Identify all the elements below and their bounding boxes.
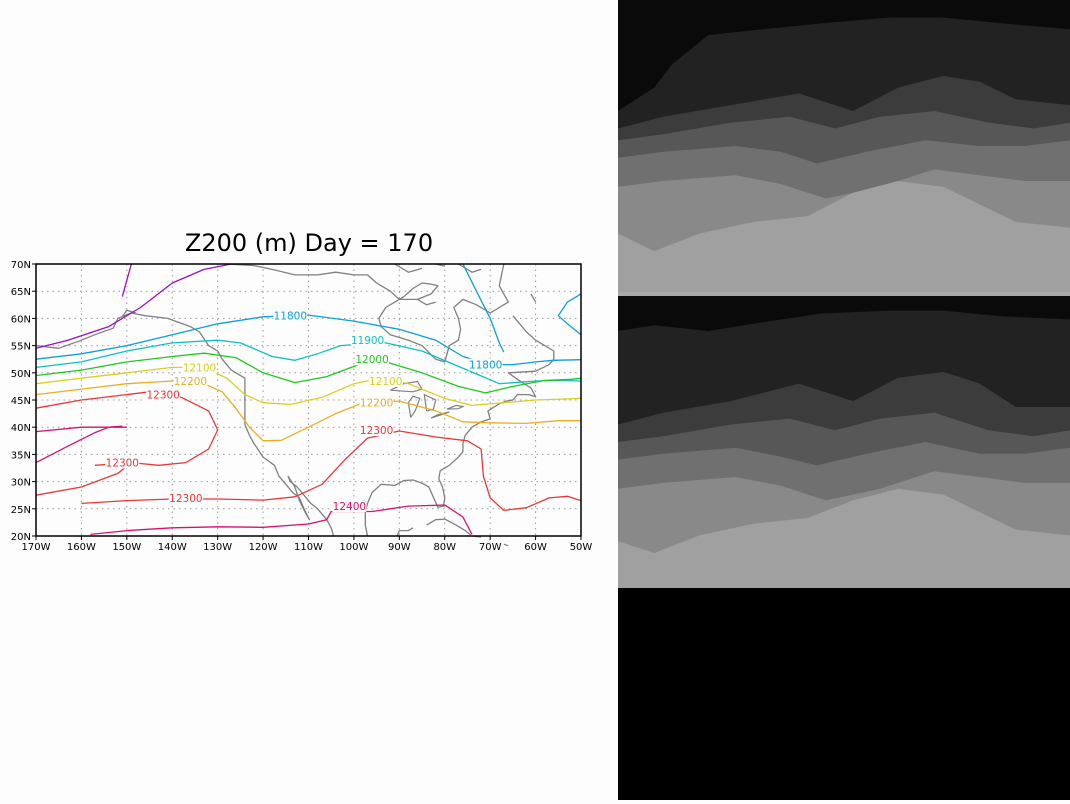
grayscale-field-panel — [618, 0, 1070, 800]
y-tick-label: 40N — [11, 423, 31, 434]
contour-12300 — [81, 430, 582, 512]
y-tick-label: 60N — [11, 314, 31, 325]
gray-band — [618, 181, 1070, 292]
coastline — [503, 543, 509, 547]
contour-label-bg — [273, 309, 308, 322]
coastline — [458, 263, 482, 273]
contour-label: 12000 — [355, 354, 388, 366]
field-separator — [618, 292, 1070, 296]
contour-lines — [35, 263, 582, 536]
x-tick-label: 70W — [479, 542, 502, 553]
contour-label-bg — [182, 361, 217, 374]
y-tick-label: 65N — [11, 287, 31, 298]
x-tick-label: 160W — [67, 542, 96, 553]
contour-11800 — [462, 263, 505, 353]
y-tick-label: 35N — [11, 450, 31, 461]
contour-11700 — [121, 263, 133, 297]
x-tick-label: 140W — [158, 542, 187, 553]
map-panel: Z200 (m) Day = 170 11800 11900 12000 11800 1… — [10, 229, 593, 553]
x-tick-label: 80W — [433, 542, 456, 553]
contour-12400 — [35, 426, 127, 433]
contour-label-bg — [146, 388, 181, 401]
coastline — [396, 527, 414, 537]
x-tick-label: 150W — [112, 542, 141, 553]
contour-label-bg — [168, 491, 203, 504]
coastline — [364, 315, 555, 537]
x-tick-label: 100W — [339, 542, 368, 553]
contour-label-bg — [355, 353, 390, 366]
contour-12300 — [35, 391, 219, 466]
lake-outline — [446, 404, 465, 410]
contour-12400 — [90, 504, 473, 536]
contour-label: 12300 — [360, 425, 393, 437]
grayscale-fields — [618, 0, 1070, 588]
y-tick-label: 50N — [11, 369, 31, 380]
x-axis-ticks: 170W 160W 150W 140W 130W 120W 110W 100W 90W 80W 70… — [22, 536, 593, 553]
coastline — [226, 263, 509, 363]
x-tick-label: 90W — [388, 542, 411, 553]
gray-band — [618, 488, 1070, 588]
y-tick-label: 25N — [11, 505, 31, 516]
y-tick-label: 45N — [11, 396, 31, 407]
y-tick-label: 30N — [11, 478, 31, 489]
coastline — [530, 293, 537, 303]
x-tick-label: 170W — [22, 542, 51, 553]
contour-label-bg — [359, 423, 394, 436]
contour-label: 12400 — [333, 501, 366, 513]
contour-label-bg — [105, 456, 140, 469]
contour-label: 12300 — [146, 390, 179, 402]
y-tick-label: 55N — [11, 342, 31, 353]
contour-11800 — [557, 293, 582, 336]
coastline — [417, 298, 436, 306]
contour-12100 — [35, 366, 582, 407]
contour-label-bg — [350, 334, 385, 347]
contour-label: 12100 — [369, 376, 402, 388]
contour-label-bg — [359, 396, 394, 409]
contour-11700 — [35, 263, 232, 349]
contour-label: 12200 — [360, 398, 393, 410]
contour-labels: 11800 11900 12000 11800 12100 12100 12200 12200… — [105, 309, 503, 513]
x-tick-label: 60W — [524, 542, 547, 553]
contour-11800 — [35, 314, 582, 366]
gridlines — [36, 264, 581, 536]
contour-label: 11800 — [469, 360, 502, 372]
contour-label-bg — [368, 374, 403, 387]
contour-label: 12200 — [174, 376, 207, 388]
contour-12000 — [35, 352, 582, 394]
contour-label: 12300 — [169, 493, 202, 505]
grayscale-field-top — [618, 0, 1070, 293]
y-tick-label: 70N — [11, 260, 31, 271]
y-axis-ticks: 20N 25N 30N 35N 40N 45N 50N 55N 60N 65N 70N — [11, 260, 36, 543]
x-tick-label: 130W — [203, 542, 232, 553]
grayscale-field-bottom — [618, 296, 1070, 588]
x-tick-label: 50W — [570, 542, 593, 553]
y-tick-label: 20N — [11, 532, 31, 543]
coastline — [35, 312, 335, 537]
map-title: Z200 (m) Day = 170 — [185, 229, 433, 257]
x-tick-label: 120W — [249, 542, 278, 553]
contour-label-bg — [173, 374, 208, 387]
lake-outline — [430, 411, 450, 419]
contour-label: 11800 — [274, 311, 307, 323]
coastline — [394, 263, 423, 273]
lake-outline — [407, 395, 421, 418]
contour-11900 — [35, 339, 582, 385]
contour-label-bg — [332, 500, 367, 513]
x-tick-label: 110W — [294, 542, 323, 553]
contour-label-bg — [468, 358, 503, 371]
contour-label: 12100 — [183, 362, 216, 374]
contour-label: 11900 — [351, 335, 384, 347]
contour-label: 12300 — [106, 458, 139, 470]
coastline — [426, 518, 472, 536]
